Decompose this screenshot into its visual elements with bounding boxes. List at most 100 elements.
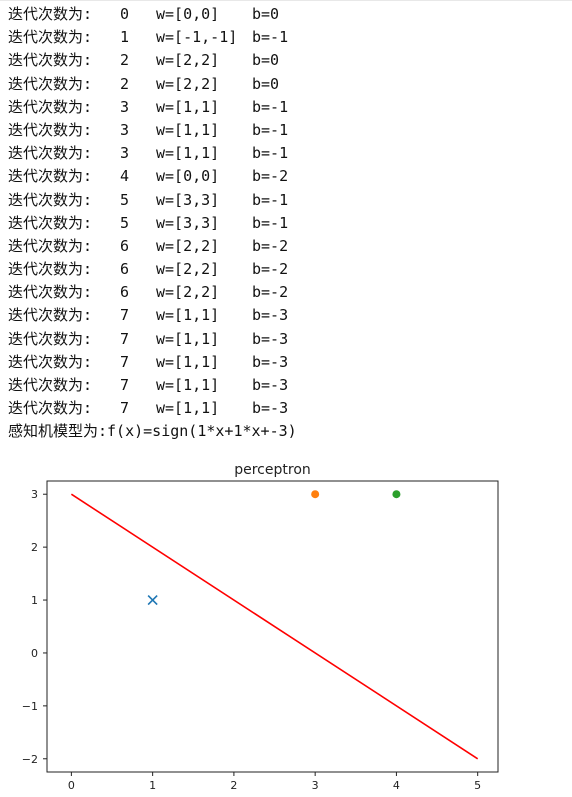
positive-sample-point	[392, 490, 401, 499]
weight-value: w=[1,1]	[156, 97, 220, 116]
bias-value: b=-2	[252, 167, 289, 186]
y-tick-label: 0	[31, 647, 38, 660]
log-prefix: 迭代次数为:	[8, 306, 93, 325]
weight-value: w=[1,1]	[156, 144, 220, 163]
bias-value: b=-1	[252, 190, 289, 209]
log-prefix: 迭代次数为:	[8, 51, 93, 70]
bias-value: b=-3	[252, 306, 289, 325]
bias-value: b=-3	[252, 399, 289, 418]
log-prefix: 迭代次数为:	[8, 236, 93, 255]
y-tick-label: 2	[31, 541, 38, 554]
x-tick-label: 4	[393, 779, 400, 792]
bias-value: b=0	[252, 5, 280, 23]
log-prefix: 迭代次数为:	[8, 352, 93, 371]
log-line: 迭代次数为: 6 w=[2,2] b=-2	[8, 258, 568, 281]
log-line: 迭代次数为: 7 w=[1,1] b=-3	[8, 397, 568, 420]
perceptron-plot: perceptron 0 1 2 3 4 5 3 2 1 0 −1 −2	[22, 462, 499, 792]
bias-value: b=-1	[252, 144, 289, 163]
final-model-line: 感知机模型为:f(x)=sign(1*x+1*x+-3)	[8, 422, 297, 441]
log-prefix: 迭代次数为:	[8, 376, 93, 394]
chart-title: perceptron	[234, 462, 311, 478]
iteration-count: 3	[120, 97, 130, 116]
weight-value: w=[3,3]	[156, 213, 220, 232]
x-tick-label: 3	[312, 779, 319, 792]
y-tick-label: −2	[22, 753, 38, 766]
iteration-count: 6	[120, 260, 130, 279]
bias-value: b=-3	[252, 376, 289, 394]
iteration-count: 7	[120, 329, 130, 348]
axes-frame	[46, 480, 499, 773]
weight-value: w=[2,2]	[156, 51, 220, 70]
weight-value: w=[0,0]	[156, 167, 220, 186]
log-prefix: 迭代次数为:	[8, 167, 93, 186]
log-line: 迭代次数为: 7 w=[1,1] b=-3	[8, 304, 568, 327]
bias-value: b=0	[252, 74, 280, 93]
log-prefix: 迭代次数为:	[8, 213, 93, 232]
iteration-count: 5	[120, 190, 130, 209]
x-tick-label: 0	[68, 779, 75, 792]
iteration-count: 2	[120, 74, 130, 93]
y-tick-label: −1	[22, 700, 38, 713]
log-prefix: 迭代次数为:	[8, 283, 93, 302]
weight-value: w=[1,1]	[156, 399, 220, 418]
negative-sample-point	[147, 594, 158, 606]
bias-value: b=-3	[252, 329, 289, 348]
weight-value: w=[2,2]	[156, 260, 220, 279]
weight-value: w=[-1,-1]	[156, 28, 238, 47]
perceptron-figure: perceptron 0 1 2 3 4 5 3 2 1 0 −1 −2	[0, 455, 572, 797]
iteration-count: 3	[120, 144, 130, 163]
log-prefix: 迭代次数为:	[8, 28, 93, 47]
bias-value: b=-2	[252, 236, 289, 255]
training-log: 迭代次数为: 0 w=[0,0] b=0 迭代次数为: 1 w=[-1,-1] b=-1 迭代次…	[8, 3, 568, 444]
log-prefix: 迭代次数为:	[8, 260, 93, 279]
x-marker-stroke	[147, 594, 158, 606]
bias-value: b=-3	[252, 352, 289, 371]
log-line: 迭代次数为: 7 w=[1,1] b=-3	[8, 328, 568, 351]
log-prefix: 迭代次数为:	[8, 5, 93, 23]
x-tick-label: 1	[149, 779, 156, 792]
iteration-count: 1	[120, 28, 130, 47]
bias-value: b=-1	[252, 120, 289, 139]
weight-value: w=[1,1]	[156, 120, 220, 139]
log-prefix: 迭代次数为:	[8, 399, 93, 418]
y-tick-label: 3	[31, 488, 38, 501]
weight-value: w=[1,1]	[156, 376, 220, 394]
log-prefix: 迭代次数为:	[8, 120, 93, 139]
iteration-count: 0	[120, 5, 130, 23]
weight-value: w=[2,2]	[156, 283, 220, 302]
iteration-count: 2	[120, 51, 130, 70]
log-line: 迭代次数为: 3 w=[1,1] b=-1	[8, 142, 568, 165]
positive-sample-point	[311, 490, 320, 499]
log-line: 迭代次数为: 2 w=[2,2] b=0	[8, 73, 568, 96]
bias-value: b=-2	[252, 260, 289, 279]
x-tick-label: 2	[230, 779, 237, 792]
log-prefix: 迭代次数为:	[8, 74, 93, 93]
weight-value: w=[2,2]	[156, 236, 220, 255]
weight-value: w=[3,3]	[156, 190, 220, 209]
log-line: 迭代次数为: 7 w=[1,1] b=-3	[8, 374, 568, 397]
iteration-count: 6	[120, 236, 130, 255]
y-tick-label: 1	[31, 594, 38, 607]
weight-value: w=[1,1]	[156, 352, 220, 371]
log-line: 迭代次数为: 2 w=[2,2] b=0	[8, 49, 568, 72]
weight-value: w=[1,1]	[156, 306, 220, 325]
log-line: 迭代次数为: 6 w=[2,2] b=-2	[8, 235, 568, 258]
bias-value: b=-1	[252, 97, 289, 116]
iteration-count: 4	[120, 167, 130, 186]
x-tick-label: 5	[474, 779, 481, 792]
iteration-count: 7	[120, 399, 130, 418]
iteration-count: 7	[120, 352, 130, 371]
log-line: 迭代次数为: 5 w=[3,3] b=-1	[8, 189, 568, 212]
bias-value: b=-2	[252, 283, 289, 302]
log-line: 迭代次数为: 7 w=[1,1] b=-3	[8, 351, 568, 374]
bias-value: b=-1	[252, 213, 289, 232]
iteration-count: 5	[120, 213, 130, 232]
weight-value: w=[1,1]	[156, 329, 220, 348]
decision-boundary-line	[70, 493, 479, 760]
log-line: 迭代次数为: 3 w=[1,1] b=-1	[8, 119, 568, 142]
iteration-count: 3	[120, 120, 130, 139]
log-prefix: 迭代次数为:	[8, 190, 93, 209]
log-line: 迭代次数为: 1 w=[-1,-1] b=-1	[8, 26, 568, 49]
log-line: 迭代次数为: 0 w=[0,0] b=0	[8, 3, 568, 26]
